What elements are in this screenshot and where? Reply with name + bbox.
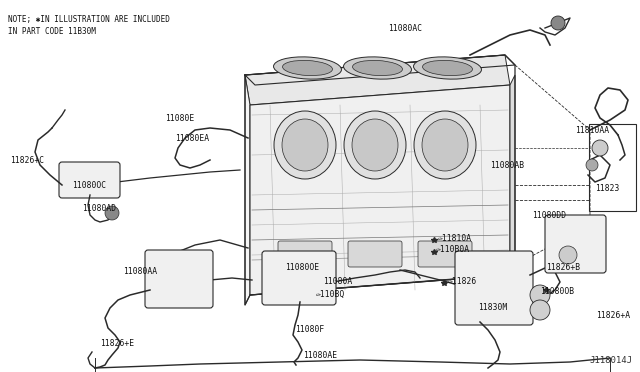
Ellipse shape	[282, 119, 328, 171]
Text: NOTE; ✱IN ILLUSTRATION ARE INCLUDED: NOTE; ✱IN ILLUSTRATION ARE INCLUDED	[8, 15, 170, 24]
FancyBboxPatch shape	[418, 241, 472, 267]
Ellipse shape	[353, 60, 403, 76]
Text: J118014J: J118014J	[589, 356, 632, 365]
Polygon shape	[510, 75, 515, 275]
Text: ✑110BQ: ✑110BQ	[316, 289, 345, 298]
Text: 11080E: 11080E	[165, 113, 195, 122]
Text: 11080EA: 11080EA	[175, 134, 209, 142]
Circle shape	[530, 300, 550, 320]
Text: 11080AE: 11080AE	[303, 352, 337, 360]
Text: ✑11810A: ✑11810A	[438, 234, 472, 243]
Ellipse shape	[344, 111, 406, 179]
Text: 11826+E: 11826+E	[100, 340, 134, 349]
Ellipse shape	[413, 57, 481, 79]
Text: 11080OC: 11080OC	[72, 180, 106, 189]
FancyBboxPatch shape	[278, 241, 332, 267]
Polygon shape	[245, 55, 510, 105]
Circle shape	[551, 16, 565, 30]
Text: 11080OE: 11080OE	[285, 263, 319, 273]
Text: IN PART CODE 11B30M: IN PART CODE 11B30M	[8, 27, 96, 36]
Text: 11080AD: 11080AD	[82, 203, 116, 212]
Ellipse shape	[282, 60, 332, 76]
Ellipse shape	[422, 60, 472, 76]
Circle shape	[586, 159, 598, 171]
Polygon shape	[245, 75, 250, 305]
Text: 11826+A: 11826+A	[596, 311, 630, 320]
Ellipse shape	[422, 119, 468, 171]
FancyBboxPatch shape	[455, 251, 533, 325]
Circle shape	[530, 285, 550, 305]
FancyBboxPatch shape	[262, 251, 336, 305]
Text: 11080AC: 11080AC	[388, 23, 422, 32]
Ellipse shape	[344, 57, 412, 79]
FancyBboxPatch shape	[59, 162, 120, 198]
Text: 11810AA: 11810AA	[575, 125, 609, 135]
Ellipse shape	[273, 57, 342, 79]
Circle shape	[105, 206, 119, 220]
Text: 11080DD: 11080DD	[532, 211, 566, 219]
Text: 11080OB: 11080OB	[540, 288, 574, 296]
FancyBboxPatch shape	[545, 215, 606, 273]
Text: 11826+B: 11826+B	[546, 263, 580, 273]
Circle shape	[559, 246, 577, 264]
Text: 11080AB: 11080AB	[490, 160, 524, 170]
FancyBboxPatch shape	[348, 241, 402, 267]
Text: 11080F: 11080F	[295, 326, 324, 334]
Polygon shape	[250, 85, 510, 295]
Text: 11826+C: 11826+C	[10, 155, 44, 164]
Ellipse shape	[274, 111, 336, 179]
Text: 11080A: 11080A	[323, 278, 352, 286]
Ellipse shape	[414, 111, 476, 179]
Text: ✑11826: ✑11826	[448, 278, 477, 286]
Text: ✑110B0A: ✑110B0A	[436, 246, 470, 254]
FancyBboxPatch shape	[145, 250, 213, 308]
Text: 11830M: 11830M	[478, 304, 508, 312]
Ellipse shape	[352, 119, 398, 171]
Text: 11823: 11823	[595, 183, 620, 192]
Circle shape	[592, 140, 608, 156]
Text: 11080AA: 11080AA	[123, 267, 157, 276]
